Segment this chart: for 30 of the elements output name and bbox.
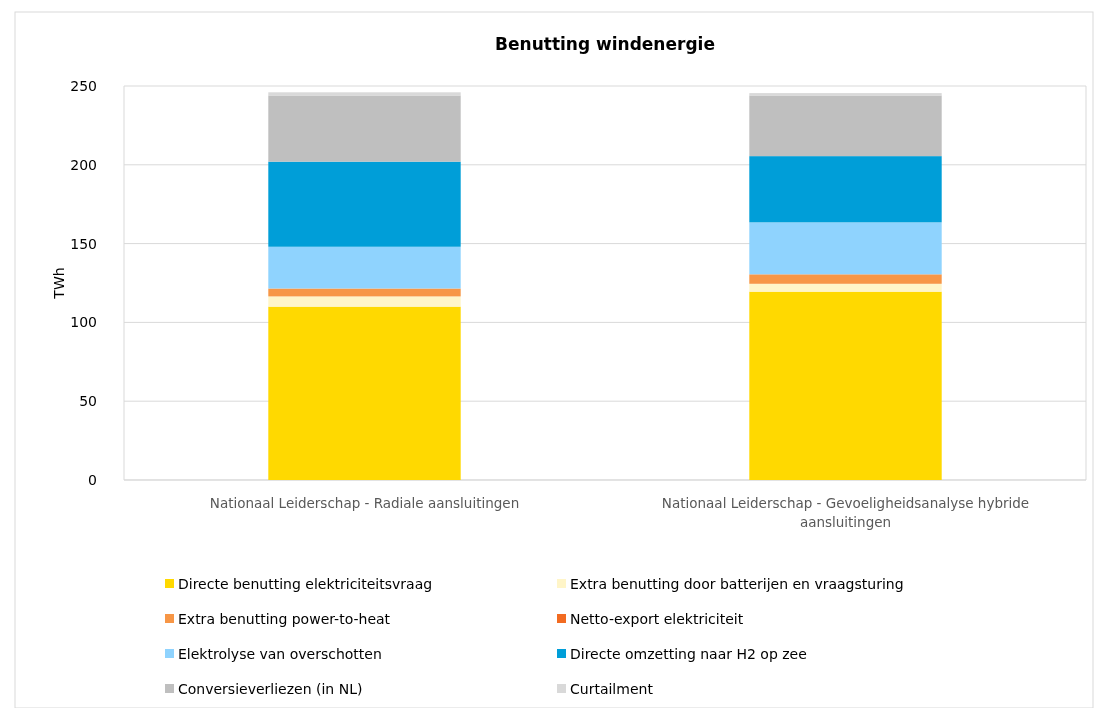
- bar: [749, 222, 942, 275]
- bar: [749, 95, 942, 157]
- y-axis-title: TWh: [51, 267, 67, 300]
- bar: [268, 92, 461, 96]
- y-tick-label: 50: [79, 393, 97, 410]
- y-tick-label: 100: [70, 314, 97, 331]
- legend-label: Conversieverliezen (in NL): [178, 680, 363, 697]
- bar: [268, 246, 461, 289]
- bar: [268, 306, 461, 480]
- y-tick-label: 150: [70, 235, 97, 252]
- bar: [268, 296, 461, 307]
- x-tick-label: Nationaal Leiderschap - Radiale aansluitingen: [209, 495, 520, 511]
- legend-label: Directe benutting elektriciteitsvraag: [178, 575, 433, 592]
- y-tick-label: 200: [70, 156, 97, 173]
- bar: [268, 161, 461, 247]
- x-tick-label: Nationaal Leiderschap - Gevoeligheidsanalyse hybride aansluitingen: [661, 495, 1030, 530]
- legend-label: Curtailment: [570, 680, 654, 697]
- legend-label: Netto-export elektriciteit: [570, 610, 744, 627]
- bar: [749, 283, 942, 292]
- bar: [749, 291, 942, 480]
- legend-label: Extra benutting door batterijen en vraagsturing: [570, 575, 904, 592]
- legend-label: Extra benutting power-to-heat: [178, 610, 391, 627]
- legend-label: Directe omzetting naar H2 op zee: [570, 645, 807, 662]
- bar: [749, 274, 942, 284]
- y-tick-label: 250: [70, 77, 97, 94]
- legend-label: Elektrolyse van overschotten: [178, 645, 382, 662]
- bar: [268, 95, 461, 162]
- chart-title: Benutting windenergie: [495, 34, 715, 54]
- bar: [749, 156, 942, 223]
- y-tick-label: 0: [88, 471, 97, 488]
